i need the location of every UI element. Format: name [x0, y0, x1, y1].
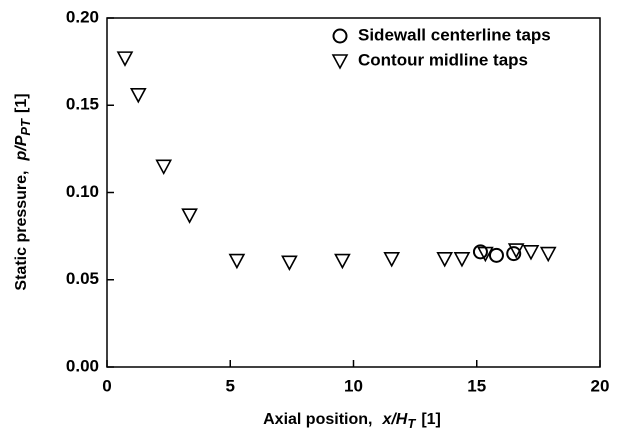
- x-label-sub: T: [407, 416, 416, 431]
- point: [472, 244, 488, 260]
- legend-marker: [331, 54, 349, 70]
- point: [539, 246, 557, 263]
- y-tick-label: 0.00: [66, 356, 99, 375]
- x-axis-label: Axial position, x/HT [1]: [263, 411, 441, 431]
- x-label-text: Axial position,: [263, 411, 372, 428]
- point: [334, 253, 351, 270]
- legend-label: Sidewall centerline taps: [358, 25, 551, 44]
- point: [116, 51, 134, 67]
- plot-frame: [106, 17, 601, 368]
- point: [506, 246, 522, 262]
- point: [228, 253, 246, 270]
- x-tick-label: 20: [591, 376, 610, 395]
- point: [383, 252, 401, 268]
- y-label-var: p/P: [13, 135, 30, 161]
- point: [155, 159, 173, 176]
- y-tick-label: 0.05: [66, 269, 99, 288]
- x-label-var: x/H: [381, 411, 407, 428]
- x-tick-label: 10: [344, 376, 363, 395]
- point: [477, 246, 494, 263]
- y-tick-label: 0.20: [66, 7, 99, 26]
- y-label-sub: PT: [18, 118, 33, 136]
- y-label-unit: [1]: [13, 93, 30, 113]
- y-tick-label: 0.10: [66, 182, 99, 201]
- point: [453, 252, 471, 268]
- point: [507, 243, 525, 259]
- point: [488, 247, 504, 263]
- y-tick-label: 0.15: [66, 95, 99, 114]
- y-label-text: Static pressure,: [13, 171, 30, 291]
- x-label-unit: [1]: [421, 411, 441, 428]
- x-tick-label: 15: [467, 376, 486, 395]
- legend-marker: [332, 28, 348, 44]
- point: [129, 87, 147, 104]
- point: [181, 208, 198, 224]
- x-tick-label: 5: [226, 376, 235, 395]
- point: [436, 252, 454, 268]
- legend-label: Contour midline taps: [358, 50, 528, 69]
- x-tick-label: 0: [102, 376, 111, 395]
- y-axis-label: Static pressure, p/PPT [1]: [13, 93, 33, 290]
- point: [522, 245, 540, 261]
- point: [281, 255, 298, 271]
